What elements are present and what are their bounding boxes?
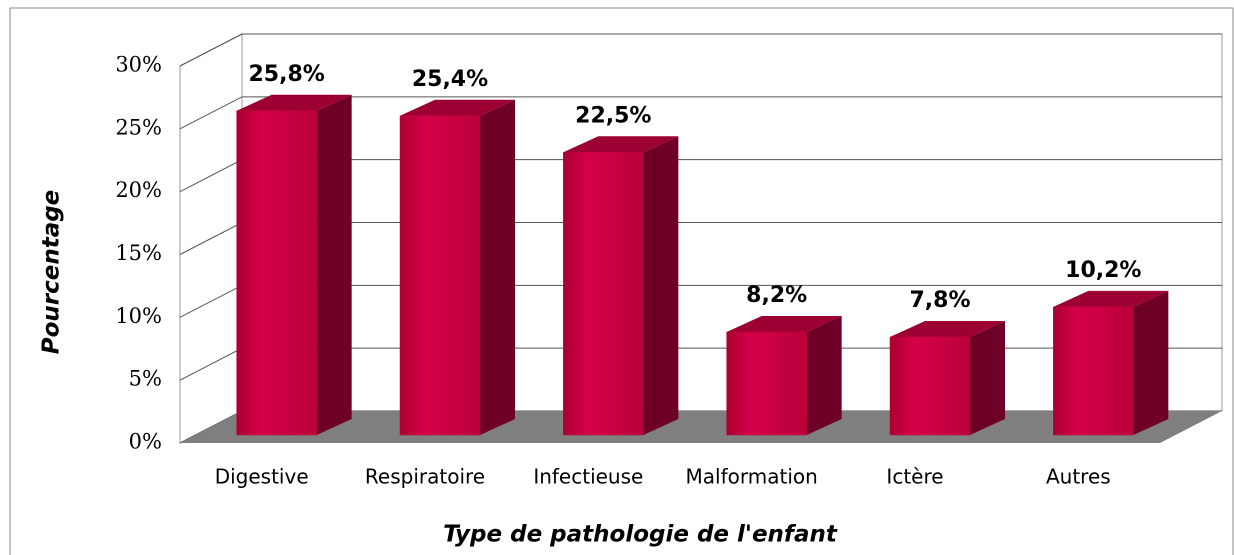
bar [1053,306,1134,436]
value-label: 7,8% [909,288,970,313]
x-tick-label: Malformation [686,465,818,489]
value-label: 22,5% [575,103,651,128]
y-tick-label: 5% [129,367,162,391]
y-axis-title: Pourcentage [39,190,65,355]
x-tick-label: Digestive [215,465,309,489]
bar [236,110,317,436]
grid-line [179,96,1222,130]
y-tick-label: 0% [129,430,162,454]
value-label: 8,2% [746,283,807,308]
bar [399,115,481,436]
bar-top [726,315,842,332]
x-tick-label: Respiratoire [365,465,485,489]
bar [726,331,807,436]
frame [9,7,1234,555]
x-tick-label: Ictère [886,465,943,489]
bar [563,152,644,436]
y-tick-label: 15% [115,241,162,265]
bar [889,336,971,436]
x-tick-label: Autres [1046,465,1111,489]
bar-top [236,94,352,111]
x-axis-title: Type de pathologie de l'enfant [443,522,838,548]
bar-top [563,136,679,153]
bar-side [316,94,352,435]
bar-side [970,320,1005,435]
value-label: 25,4% [412,67,488,92]
bar-side [480,99,515,435]
y-tick-label: 25% [115,115,162,139]
value-label: 25,8% [249,62,325,87]
y-tick-label: 20% [115,178,162,202]
bar-top [890,320,1005,337]
y-tick-label: 30% [115,53,162,77]
bar-side [806,315,842,435]
grid-line [179,33,1222,67]
bar-side [643,136,679,435]
bar-top [1053,290,1169,307]
value-label: 10,2% [1065,258,1141,283]
x-tick-label: Infectieuse [533,465,643,489]
bar-top [400,99,515,116]
y-tick-label: 10% [115,304,162,328]
bar-side [1133,290,1169,435]
